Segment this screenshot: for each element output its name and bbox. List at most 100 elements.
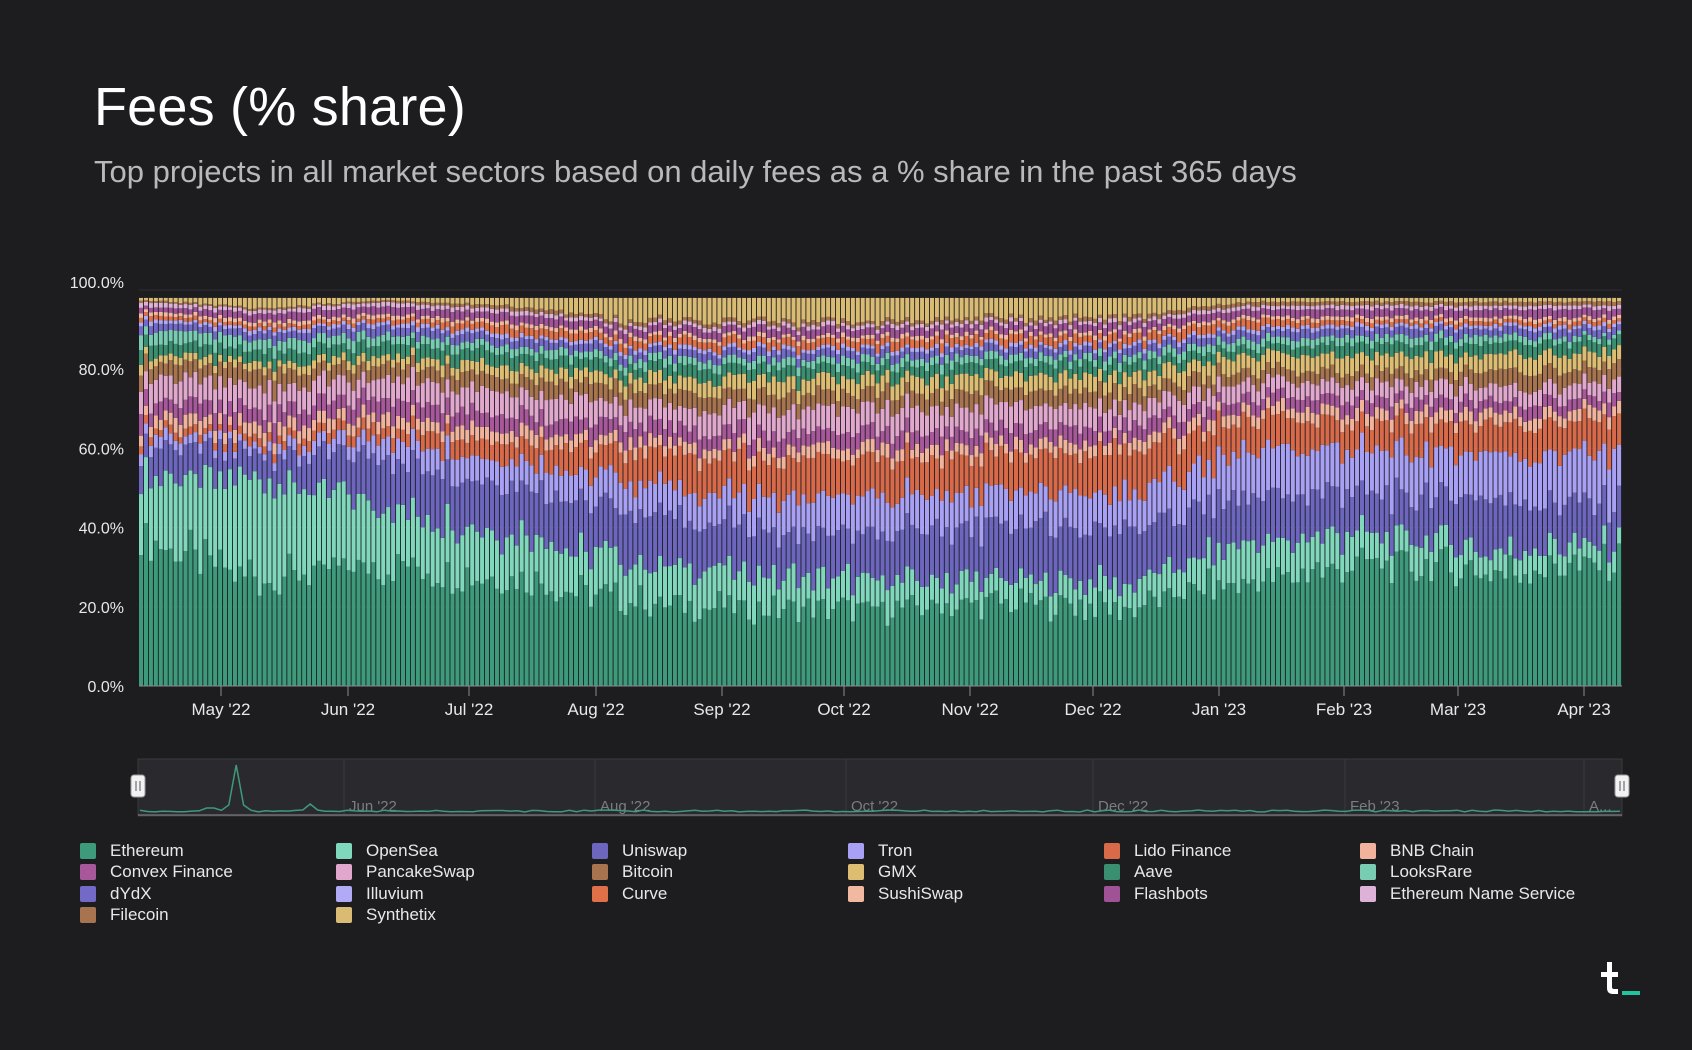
bar-segment-gmx[interactable]	[648, 369, 653, 385]
bar-segment-curve[interactable]	[554, 332, 559, 340]
bar-segment-pancakeswap[interactable]	[1073, 404, 1078, 426]
bar-segment-opensea[interactable]	[1093, 587, 1098, 617]
bar-segment-curve[interactable]	[425, 318, 430, 324]
bar-segment-flashbots[interactable]	[312, 308, 317, 317]
bar-segment-flashbots[interactable]	[687, 325, 692, 333]
bar-segment-pancakeswap[interactable]	[667, 402, 672, 421]
bar-segment-gmx[interactable]	[1043, 374, 1048, 391]
bar-segment-ethereum-name-service[interactable]	[1261, 304, 1266, 309]
bar-segment-ethereum[interactable]	[1023, 602, 1028, 686]
bar-segment-sushiswap[interactable]	[178, 313, 183, 317]
bar-segment-dydx[interactable]	[929, 350, 934, 358]
bar-segment-ethereum-name-service[interactable]	[727, 321, 732, 325]
bar-segment-opensea[interactable]	[1137, 578, 1142, 608]
bar-stack[interactable]	[168, 297, 173, 686]
bar-segment-curve[interactable]	[178, 316, 183, 320]
bar-segment-uniswap[interactable]	[900, 529, 905, 583]
bar-segment-aave[interactable]	[692, 365, 697, 379]
bar-segment-flashbots[interactable]	[450, 312, 455, 322]
bar-segment-tron[interactable]	[1157, 482, 1162, 513]
bar-segment-convex-finance[interactable]	[1310, 400, 1315, 413]
bar-segment-ethereum[interactable]	[979, 619, 984, 686]
bar-segment-bitcoin[interactable]	[504, 378, 509, 392]
bar-segment-looksrare[interactable]	[924, 362, 930, 372]
bar-segment-bnb-chain[interactable]	[396, 415, 401, 429]
bar-stack[interactable]	[1137, 297, 1142, 686]
bar-segment-opensea[interactable]	[905, 566, 910, 600]
bar-segment-dydx[interactable]	[1246, 332, 1251, 340]
bar-segment-uniswap[interactable]	[1167, 508, 1172, 557]
bar-segment-aave[interactable]	[1083, 359, 1088, 373]
bar-segment-curve[interactable]	[727, 335, 732, 344]
bar-segment-pancakeswap[interactable]	[257, 385, 262, 410]
bar-segment-tron[interactable]	[292, 438, 297, 451]
bar-segment-uniswap[interactable]	[440, 479, 445, 538]
bar-segment-convex-finance[interactable]	[366, 400, 371, 415]
bar-segment-ethereum[interactable]	[924, 609, 930, 686]
bar-segment-sushiswap[interactable]	[1112, 329, 1117, 333]
bar-segment-gmx[interactable]	[865, 370, 870, 386]
bar-segment-looksrare[interactable]	[188, 330, 193, 343]
bar-segment-sushiswap[interactable]	[747, 336, 752, 342]
bar-segment-illuvium[interactable]	[227, 324, 233, 329]
bar-segment-sushiswap[interactable]	[1073, 329, 1078, 334]
bar-segment-ethereum-name-service[interactable]	[628, 322, 633, 327]
bar-segment-lido-finance[interactable]	[855, 458, 860, 496]
bar-segment-synthetix[interactable]	[929, 297, 934, 321]
bar-segment-sushiswap[interactable]	[336, 317, 341, 322]
bar-segment-tron[interactable]	[396, 438, 401, 460]
bar-segment-filecoin[interactable]	[662, 320, 668, 325]
bar-segment-aave[interactable]	[455, 354, 460, 369]
bar-segment-bitcoin[interactable]	[1162, 378, 1167, 391]
bar-segment-pancakeswap[interactable]	[519, 387, 524, 406]
bar-segment-convex-finance[interactable]	[628, 421, 633, 438]
bar-segment-pancakeswap[interactable]	[1182, 404, 1187, 422]
bar-segment-uniswap[interactable]	[643, 517, 648, 570]
bar-segment-bnb-chain[interactable]	[346, 423, 351, 436]
bar-segment-synthetix[interactable]	[1053, 297, 1058, 321]
bar-segment-curve[interactable]	[1043, 337, 1048, 345]
bar-segment-illuvium[interactable]	[732, 342, 737, 347]
bar-segment-convex-finance[interactable]	[1295, 399, 1300, 413]
bar-segment-sushiswap[interactable]	[282, 322, 287, 327]
bar-segment-dydx[interactable]	[450, 337, 455, 345]
bar-segment-aave[interactable]	[905, 361, 910, 371]
bar-segment-dydx[interactable]	[727, 347, 732, 355]
bar-segment-flashbots[interactable]	[1137, 320, 1142, 329]
bar-segment-lido-finance[interactable]	[638, 447, 643, 481]
bar-segment-pancakeswap[interactable]	[316, 375, 321, 394]
bar-segment-bitcoin[interactable]	[1142, 396, 1147, 412]
bar-segment-flashbots[interactable]	[247, 315, 252, 323]
bar-segment-lido-finance[interactable]	[1295, 422, 1300, 457]
bar-segment-sushiswap[interactable]	[198, 316, 203, 321]
bar-segment-gmx[interactable]	[1013, 371, 1019, 388]
bar-segment-lido-finance[interactable]	[539, 436, 544, 455]
bar-segment-bnb-chain[interactable]	[1226, 415, 1231, 429]
bar-stack[interactable]	[1053, 297, 1058, 686]
bar-segment-synthetix[interactable]	[163, 297, 168, 301]
bar-segment-bitcoin[interactable]	[1004, 387, 1009, 403]
bar-segment-uniswap[interactable]	[569, 503, 574, 557]
bar-segment-tron[interactable]	[628, 481, 633, 511]
bar-segment-lido-finance[interactable]	[1028, 454, 1033, 492]
bar-segment-bitcoin[interactable]	[401, 369, 406, 385]
bar-segment-dydx[interactable]	[944, 346, 949, 355]
bar-segment-convex-finance[interactable]	[1167, 406, 1172, 418]
bar-segment-lido-finance[interactable]	[1043, 448, 1048, 487]
bar-segment-curve[interactable]	[346, 320, 351, 325]
bar-segment-ethereum-name-service[interactable]	[939, 324, 944, 330]
bar-segment-aave[interactable]	[1023, 367, 1028, 382]
bar-segment-ethereum-name-service[interactable]	[1241, 305, 1246, 310]
bar-segment-opensea[interactable]	[287, 470, 292, 554]
bar-segment-gmx[interactable]	[667, 375, 672, 389]
bar-segment-pancakeswap[interactable]	[148, 383, 153, 414]
bar-segment-filecoin[interactable]	[168, 302, 173, 304]
bar-segment-bitcoin[interactable]	[712, 397, 717, 414]
bar-segment-dydx[interactable]	[816, 350, 821, 357]
bar-segment-bitcoin[interactable]	[193, 359, 198, 372]
bar-stack[interactable]	[534, 297, 539, 686]
bar-segment-aave[interactable]	[924, 371, 930, 386]
bar-segment-pancakeswap[interactable]	[143, 371, 148, 390]
bar-segment-filecoin[interactable]	[781, 318, 786, 322]
bar-segment-dydx[interactable]	[1167, 336, 1172, 345]
